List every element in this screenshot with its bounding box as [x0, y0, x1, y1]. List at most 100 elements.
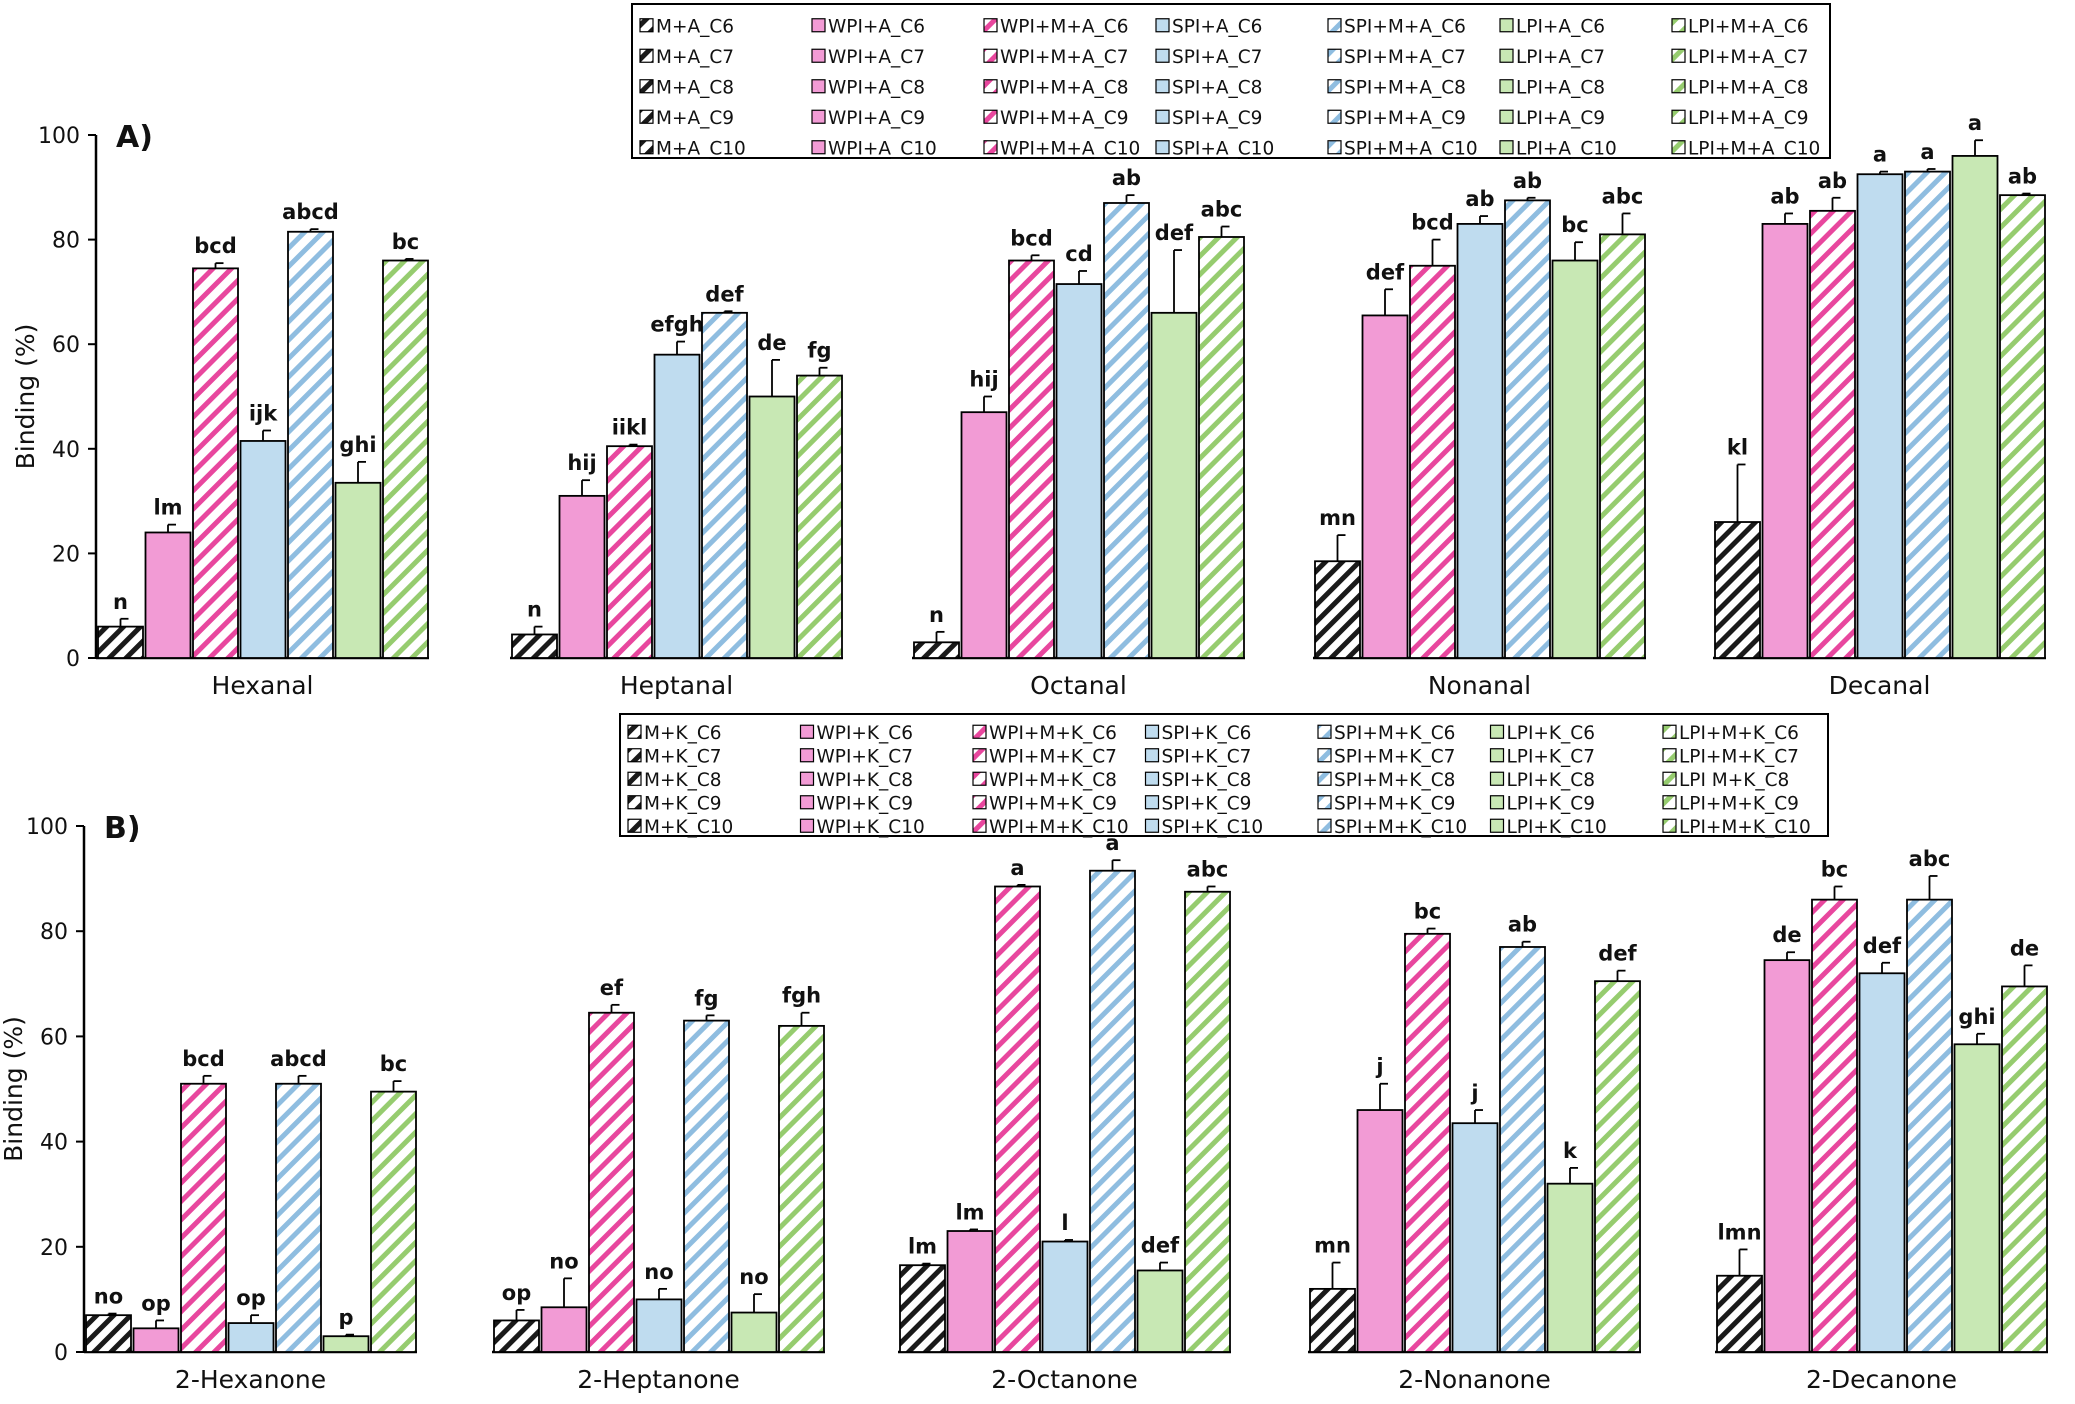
panel-1-2-heptanone-bar-6: [778, 1024, 825, 1353]
panel-1-significance-letter: op: [502, 1281, 531, 1305]
panel-0-octanal-bar-4: [1103, 202, 1150, 659]
panel-1-2-hexanone-bar-2: [180, 1082, 227, 1353]
panel-1-significance-letter: a: [1010, 856, 1024, 880]
panel-0-legend-swatch: [1671, 18, 1686, 33]
panel-0-nonanal-bar-3: [1456, 223, 1504, 659]
panel-0-nonanal-bar-4: [1504, 199, 1551, 659]
panel-0-legend-swatch: [983, 140, 998, 155]
panel-1-2-octanone-bar-0: [899, 1264, 946, 1353]
panel-0-legend-entry: M+A_C9: [656, 108, 734, 129]
panel-1-significance-letter: abc: [1909, 847, 1951, 871]
panel-0-significance-letter: kl: [1727, 435, 1748, 459]
panel-0-hexanal-bar-2: [192, 267, 239, 659]
panel-1-significance-letter: ab: [1508, 913, 1537, 937]
panel-0-legend-entry: LPI+M+A_C8: [1688, 77, 1808, 98]
panel-1-legend-swatch: [972, 818, 987, 833]
panel-1-legend-swatch: [627, 771, 642, 786]
panel-1-significance-letter: bc: [1414, 900, 1441, 924]
panel-1-legend-swatch: [627, 724, 642, 739]
panel-1-legend-entry: LPI+M+K_C7: [1679, 746, 1799, 767]
panel-1-legend-entry: LPI+K_C8: [1507, 770, 1596, 791]
panel-1-legend-entry: LPI+M+K_C6: [1679, 723, 1799, 744]
panel-1-2-decanone-bar-5: [1953, 1043, 2001, 1353]
panel-1-legend-swatch: [1662, 795, 1677, 810]
panel-1-legend-swatch: [972, 771, 987, 786]
panel-1-2-hexanone-bar-3: [227, 1322, 275, 1353]
panel-0-y-tick-label: 60: [52, 333, 80, 358]
panel-0-significance-letter: bcd: [1010, 226, 1053, 250]
panel-1-legend-entry: WPI+M+K_C7: [989, 746, 1117, 767]
panel-0-heptanal-bar-1: [558, 494, 606, 659]
panel-1-significance-letter: no: [739, 1265, 768, 1289]
panel-1-significance-letter: k: [1563, 1139, 1578, 1163]
panel-0-legend-swatch: [1499, 140, 1514, 155]
panel-1-legend-entry: WPI+M+K_C8: [989, 770, 1117, 791]
panel-0-hexanal-bar-1: [144, 531, 192, 659]
panel-0-category-label: Nonanal: [1428, 671, 1531, 700]
panel-1-legend-entry: LPI+M+K_C10: [1679, 817, 1811, 838]
panel-1-legend-swatch: [1317, 724, 1332, 739]
panel-1-legend-swatch: [972, 724, 987, 739]
panel-0-legend-swatch: [983, 48, 998, 63]
panel-0-y-tick-label: 0: [66, 647, 80, 672]
panel-1-legend-swatch: [1489, 818, 1505, 833]
panel-0-y-tick-label: 20: [52, 542, 80, 567]
panel-1-2-hexanone-bar-1: [132, 1327, 180, 1353]
panel-1-legend-entry: LPI+K_C10: [1507, 817, 1607, 838]
panel-1-significance-letter: def: [1863, 934, 1902, 958]
panel-0-hexanal-bar-5: [334, 481, 382, 659]
panel-1-2-heptanone-bar-4: [683, 1019, 730, 1353]
panel-0-significance-letter: ab: [1465, 187, 1494, 211]
panel-1-legend-entry: SPI+M+K_C9: [1334, 793, 1455, 814]
panel-0-legend-entry: LPI+A_C7: [1516, 47, 1605, 68]
panel-1-legend-swatch: [1144, 724, 1160, 739]
panel-1-significance-letter: no: [549, 1249, 578, 1273]
panel-1-legend-entry: SPI+K_C8: [1162, 770, 1252, 791]
panel-0-hexanal-bar-6: [382, 259, 429, 659]
panel-1-significance-letter: lm: [955, 1200, 984, 1224]
panel-1-significance-letter: bc: [380, 1052, 407, 1076]
panel-1-legend-entry: SPI+K_C7: [1162, 746, 1252, 767]
panel-1-legend-swatch: [1317, 771, 1332, 786]
panel-0-nonanal-bar-1: [1361, 314, 1409, 659]
panel-0-significance-letter: ab: [2008, 165, 2037, 189]
panel-0-octanal-bar-2: [1008, 259, 1055, 659]
panel-1-significance-letter: j: [1470, 1081, 1478, 1105]
panel-0-y-tick-label: 100: [38, 124, 80, 149]
panel-0-significance-letter: def: [1155, 221, 1194, 245]
panel-0-heptanal-bar-6: [796, 374, 843, 659]
panel-0-legend-entry: LPI+A_C9: [1516, 108, 1605, 129]
panel-0-legend-swatch: [1327, 48, 1342, 63]
panel-0-significance-letter: bcd: [1411, 211, 1454, 235]
panel-0-legend-swatch: [1671, 109, 1686, 124]
panel-0-decanal-bar-2: [1809, 209, 1856, 659]
panel-0-legend-entry: SPI+A_C7: [1172, 47, 1262, 68]
panel-1-2-octanone-bar-3: [1041, 1240, 1089, 1353]
panel-0-legend-entry: WPI+M+A_C6: [1000, 16, 1128, 37]
panel-1-2-octanone-bar-6: [1184, 890, 1231, 1353]
panel-1-legend-entry: SPI+M+K_C7: [1334, 746, 1455, 767]
panel-1-legend-entry: SPI+K_C10: [1162, 817, 1264, 838]
panel-1-significance-letter: no: [644, 1260, 673, 1284]
panel-1-2-nonanone-bar-3: [1451, 1122, 1499, 1353]
panel-1-legend-swatch: [627, 818, 642, 833]
panel-1-legend-swatch: [1317, 748, 1332, 763]
panel-0-legend-swatch: [1327, 109, 1342, 124]
panel-0-significance-letter: abcd: [282, 200, 339, 224]
panel-1-2-decanone-bar-4: [1906, 898, 1953, 1353]
panel-1-2-decanone-bar-3: [1858, 972, 1906, 1353]
panel-1-2-decanone-bar-1: [1763, 959, 1811, 1353]
panel-0-octanal-bar-3: [1055, 283, 1103, 659]
panel-0-significance-letter: abc: [1602, 184, 1644, 208]
panel-0-significance-letter: def: [705, 282, 744, 306]
panel-0-legend-swatch: [639, 79, 654, 94]
panel-0-legend-entry: M+A_C10: [656, 138, 746, 159]
panel-1-legend-entry: M+K_C7: [644, 746, 722, 767]
panel-1-significance-letter: def: [1598, 942, 1637, 966]
panel-0-legend-swatch: [811, 79, 826, 94]
panel-0-significance-letter: hij: [969, 368, 998, 392]
panel-1-legend-entry: M+K_C10: [644, 817, 733, 838]
panel-1-legend-entry: WPI+K_C10: [817, 817, 925, 838]
panel-1-legend-entry: LPI+M+K_C9: [1679, 793, 1799, 814]
panel-0-category-label: Octanal: [1030, 671, 1127, 700]
